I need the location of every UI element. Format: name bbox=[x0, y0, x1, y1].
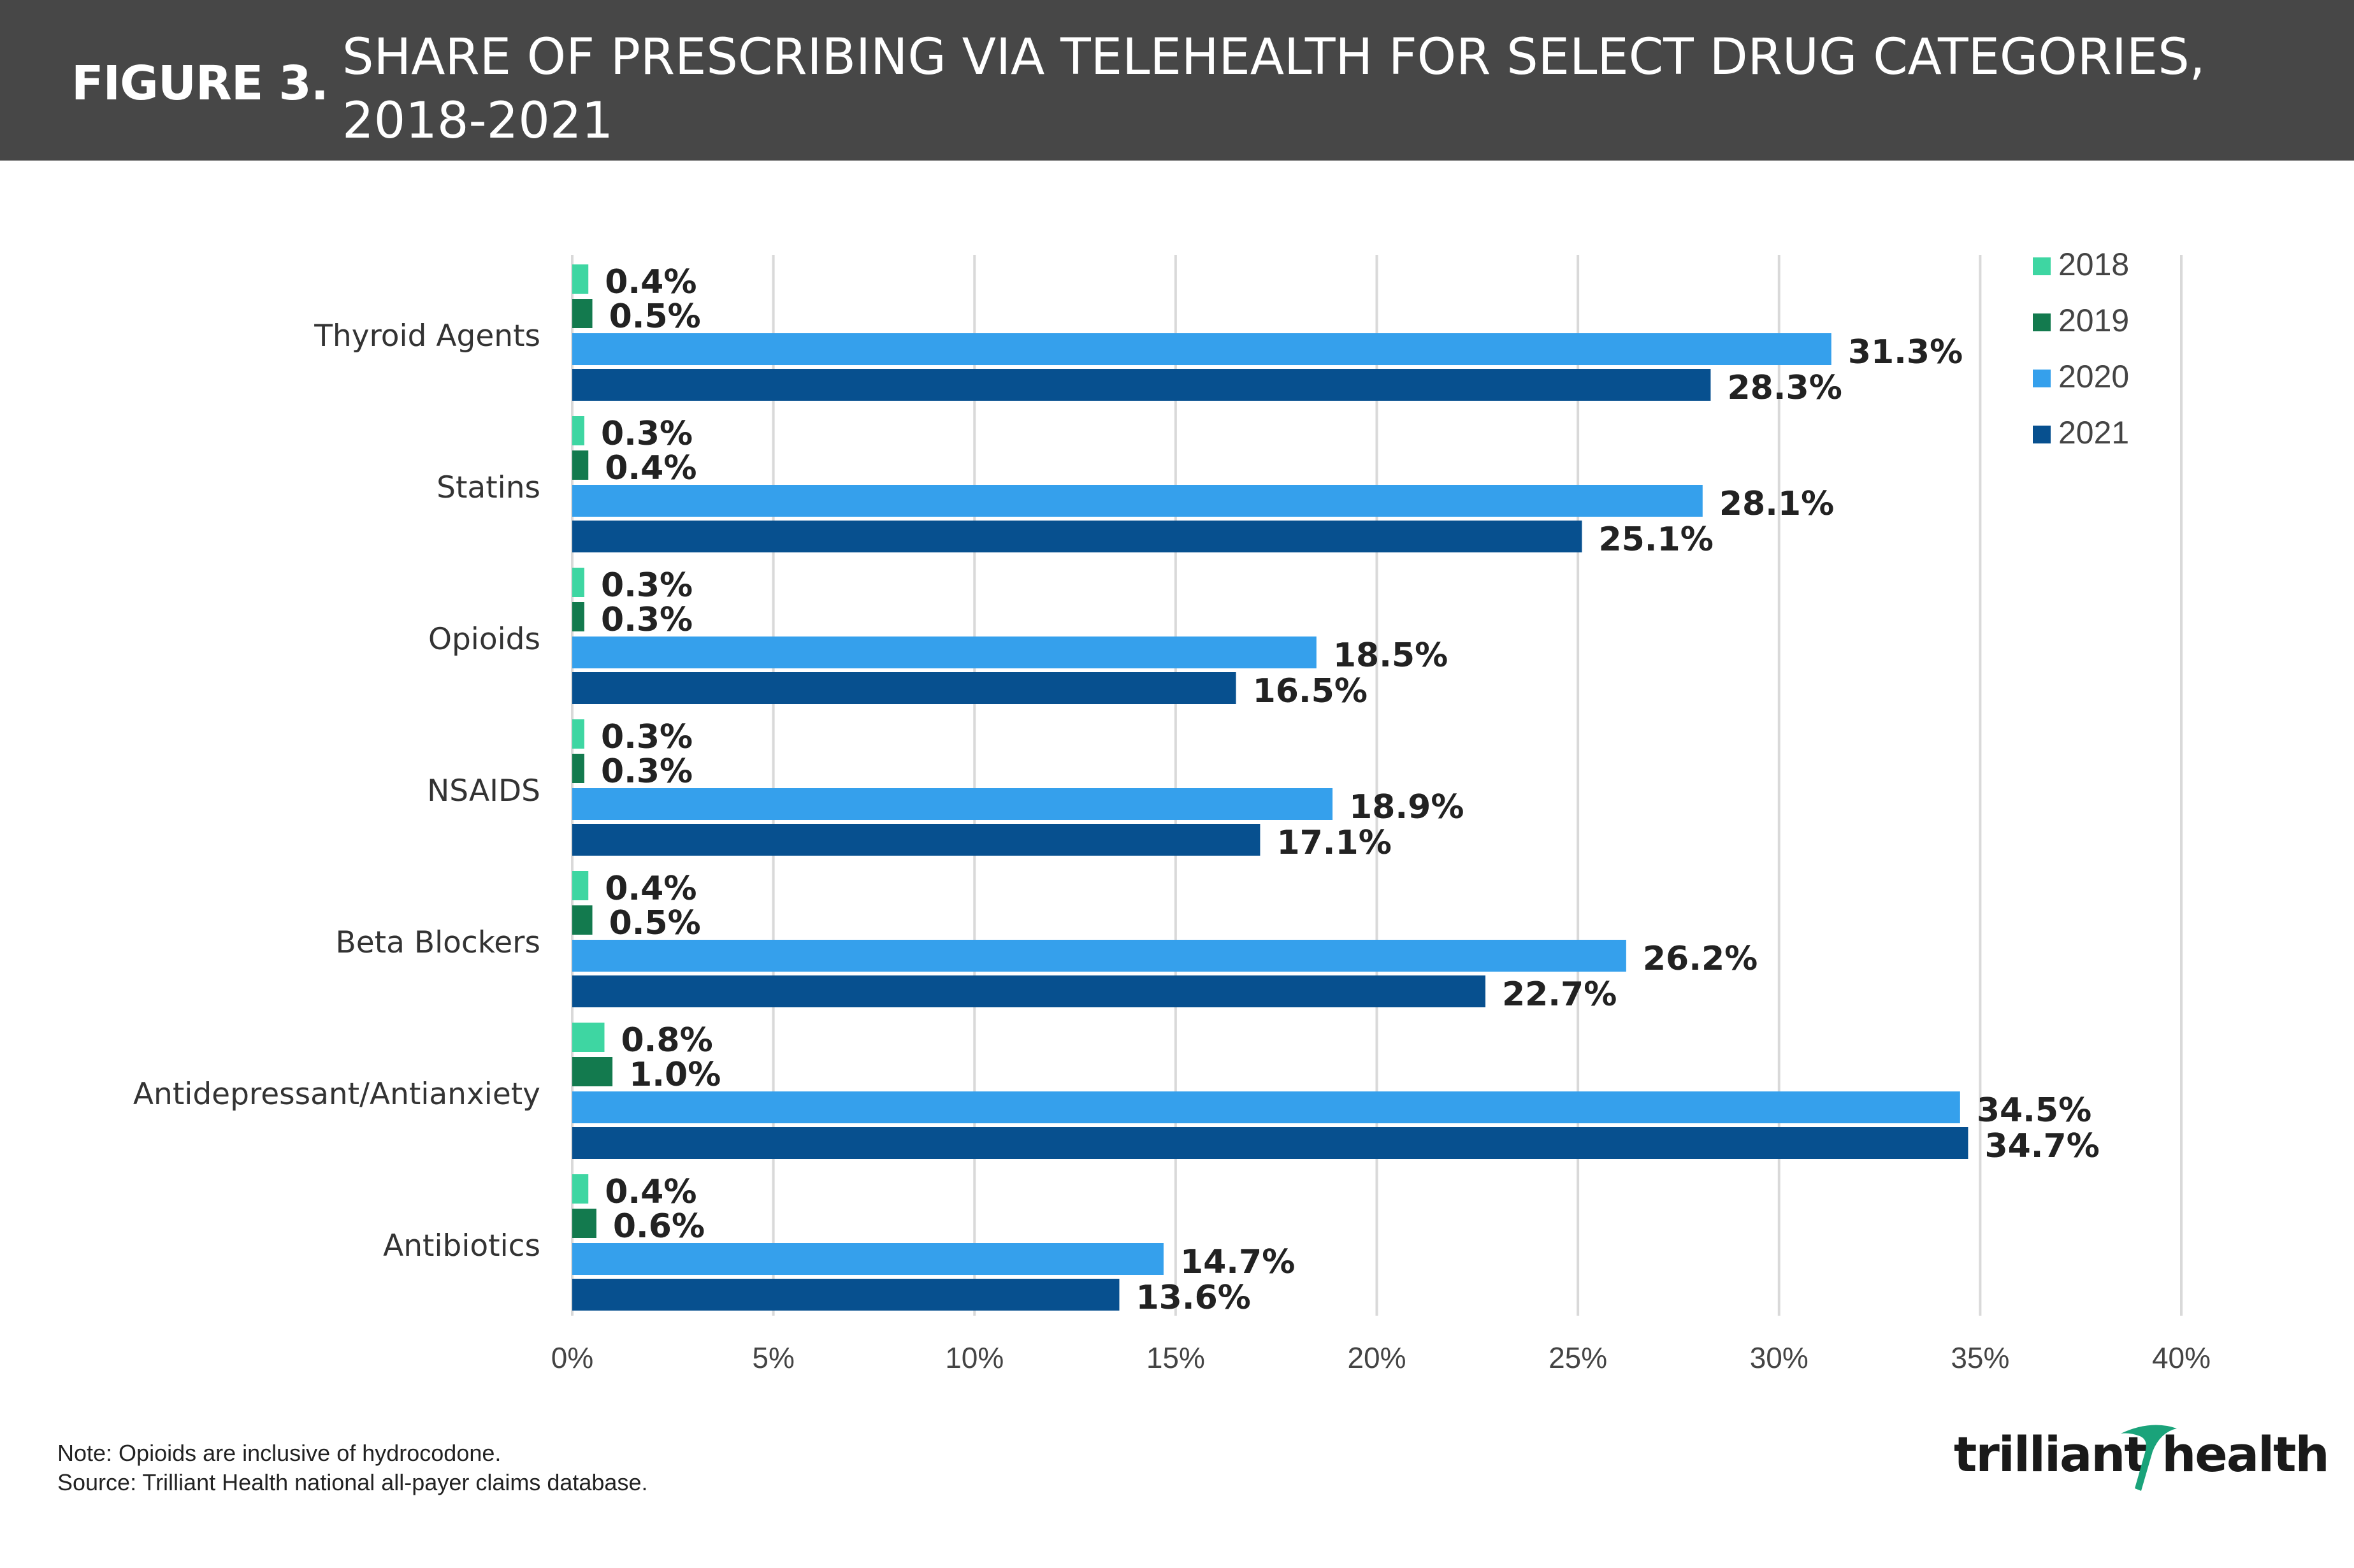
x-tick-label: 10% bbox=[945, 1341, 1004, 1374]
data-label: 16.5% bbox=[1253, 672, 1368, 710]
bar bbox=[572, 602, 584, 631]
bar bbox=[572, 333, 1831, 365]
data-label: 31.3% bbox=[1848, 333, 1963, 371]
bar bbox=[572, 450, 589, 480]
x-tick-label: 40% bbox=[2152, 1341, 2211, 1374]
data-label: 0.4% bbox=[605, 1173, 697, 1211]
bar bbox=[572, 637, 1317, 668]
bar bbox=[572, 485, 1703, 517]
data-label: 0.3% bbox=[601, 566, 693, 605]
x-tick-label: 5% bbox=[752, 1341, 794, 1374]
x-tick-label: 0% bbox=[551, 1341, 593, 1374]
bar bbox=[572, 416, 584, 445]
bar bbox=[572, 672, 1236, 704]
bar-chart: 0% 5% 10% 15% 20% 25% 30% 35% 40% Thyroid Agents 0… bbox=[133, 247, 2211, 1374]
bar bbox=[572, 1091, 1960, 1123]
legend-label: 2021 bbox=[2058, 415, 2129, 450]
x-tick-label: 30% bbox=[1750, 1341, 1809, 1374]
bar bbox=[572, 719, 584, 749]
data-label: 25.1% bbox=[1598, 521, 1713, 559]
category-label: Antidepressant/Antianxiety bbox=[133, 1077, 540, 1112]
bar bbox=[572, 975, 1485, 1007]
chart-title-line2: 2018-2021 bbox=[342, 92, 614, 150]
bar bbox=[572, 1279, 1120, 1311]
bar bbox=[572, 940, 1626, 972]
legend-label: 2020 bbox=[2058, 359, 2129, 394]
bar bbox=[572, 521, 1582, 552]
legend-label: 2018 bbox=[2058, 247, 2129, 282]
x-tick-label: 25% bbox=[1549, 1341, 1607, 1374]
data-label: 28.3% bbox=[1727, 369, 1842, 407]
chart-title-line1: SHARE OF PRESCRIBING VIA TELEHEALTH FOR … bbox=[342, 29, 2206, 86]
bar bbox=[572, 788, 1333, 820]
data-label: 0.4% bbox=[605, 870, 697, 908]
bar bbox=[572, 754, 584, 783]
figure-label: FIGURE 3. bbox=[71, 56, 329, 111]
bar bbox=[572, 905, 593, 935]
category-label: Opioids bbox=[428, 622, 540, 657]
data-label: 13.6% bbox=[1136, 1279, 1251, 1317]
category-label: Statins bbox=[437, 470, 540, 505]
data-label: 0.8% bbox=[621, 1021, 713, 1060]
category-label: NSAIDS bbox=[427, 773, 540, 809]
data-label: 0.6% bbox=[613, 1207, 705, 1246]
data-label: 0.5% bbox=[609, 904, 701, 942]
category-label: Thyroid Agents bbox=[314, 319, 540, 354]
data-label: 17.1% bbox=[1276, 824, 1391, 862]
bar bbox=[572, 1174, 589, 1204]
data-label: 0.5% bbox=[609, 298, 701, 336]
bar bbox=[572, 299, 593, 328]
logo-swoosh-icon bbox=[2121, 1425, 2177, 1491]
data-label: 18.9% bbox=[1349, 788, 1464, 826]
x-tick-label: 15% bbox=[1146, 1341, 1205, 1374]
category-label: Antibiotics bbox=[383, 1228, 540, 1263]
source-text: Source: Trilliant Health national all-pa… bbox=[57, 1469, 648, 1495]
data-label: 0.3% bbox=[601, 601, 693, 639]
data-label: 28.1% bbox=[1719, 485, 1834, 523]
footnote: Note: Opioids are inclusive of hydrocodo… bbox=[57, 1439, 647, 1497]
data-label: 22.7% bbox=[1502, 975, 1617, 1014]
bar bbox=[572, 871, 589, 900]
category-label: Beta Blockers bbox=[336, 925, 541, 960]
data-label: 14.7% bbox=[1180, 1243, 1295, 1281]
data-label: 26.2% bbox=[1643, 940, 1758, 978]
data-label: 0.4% bbox=[605, 263, 697, 301]
bar bbox=[572, 1057, 613, 1086]
bar bbox=[572, 369, 1711, 401]
legend-swatch bbox=[2033, 370, 2051, 387]
bar bbox=[572, 264, 589, 294]
legend-swatch bbox=[2033, 257, 2051, 275]
bar bbox=[572, 1243, 1164, 1275]
data-label: 0.3% bbox=[601, 415, 693, 453]
x-tick-label: 35% bbox=[1951, 1341, 2009, 1374]
bar bbox=[572, 568, 584, 597]
data-label: 0.4% bbox=[605, 449, 697, 487]
chart-title: SHARE OF PRESCRIBING VIA TELEHEALTH FOR … bbox=[342, 25, 2305, 153]
bar bbox=[572, 824, 1260, 856]
legend-swatch bbox=[2033, 426, 2051, 443]
note-text: Note: Opioids are inclusive of hydrocodo… bbox=[57, 1440, 502, 1466]
title-banner: FIGURE 3. SHARE OF PRESCRIBING VIA TELEH… bbox=[0, 0, 2354, 161]
legend-swatch bbox=[2033, 313, 2051, 331]
data-label: 18.5% bbox=[1333, 637, 1448, 675]
bar bbox=[572, 1209, 596, 1238]
bar bbox=[572, 1127, 1968, 1159]
data-label: 34.5% bbox=[1977, 1091, 2091, 1130]
legend-label: 2019 bbox=[2058, 303, 2129, 338]
bar bbox=[572, 1023, 605, 1052]
data-label: 1.0% bbox=[629, 1056, 721, 1094]
data-label: 0.3% bbox=[601, 718, 693, 756]
data-label: 0.3% bbox=[601, 752, 693, 791]
x-tick-label: 20% bbox=[1347, 1341, 1406, 1374]
data-label: 34.7% bbox=[1984, 1127, 2099, 1165]
